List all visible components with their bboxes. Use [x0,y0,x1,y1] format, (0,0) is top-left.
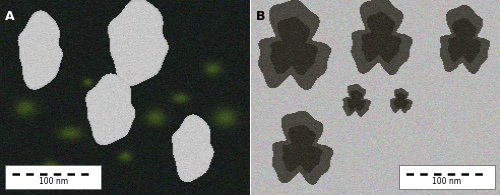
Text: A: A [5,10,15,23]
Text: 100 nm: 100 nm [432,177,462,186]
Text: 100 nm: 100 nm [38,177,68,186]
Text: B: B [256,10,266,23]
Bar [399,165,495,189]
Bar [5,165,101,189]
